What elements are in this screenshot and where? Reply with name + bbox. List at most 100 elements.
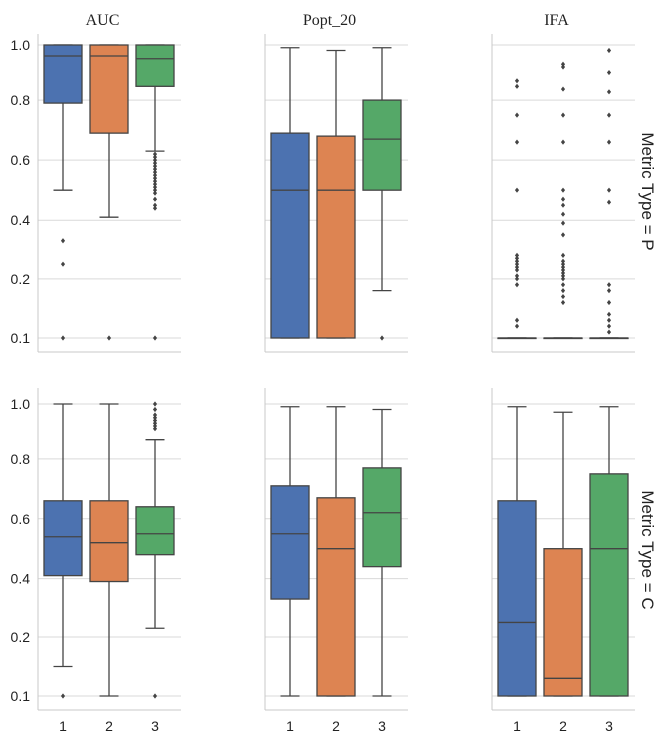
box-iqr [89,500,129,583]
outlier-point [560,264,566,270]
outlier-point [560,211,566,217]
box-iqr [362,99,402,191]
outlier-point [514,258,520,264]
box-group-1 [497,78,537,340]
outlier-point [152,157,158,163]
box-iqr [89,44,129,134]
outlier-point [514,112,520,118]
outlier-point [606,311,612,317]
box-iqr [589,473,629,697]
outlier-point [152,184,158,190]
outlier-point [152,163,158,169]
outlier-point [606,329,612,335]
outlier-point [560,112,566,118]
x-tick-label: 1 [513,718,521,734]
y-tick-label: 0.4 [11,571,31,587]
box-group-1 [497,406,537,697]
panel-1-2: 1 2 3 [491,388,635,734]
outlier-point [560,261,566,267]
box-group-3 [135,401,175,699]
outlier-point [514,276,520,282]
row-label-c: Metric Type = C [638,490,657,609]
outlier-point [106,335,112,341]
outlier-point [152,406,158,413]
y-tick-label: 1.0 [11,37,31,53]
outlier-point [606,69,612,76]
box-iqr [43,500,83,577]
outlier-point [152,202,158,208]
box-group-3 [362,408,402,697]
box-group-2 [316,406,356,697]
box-group-2 [89,44,129,341]
outlier-point [152,151,158,157]
outlier-point [152,412,158,418]
box-iqr [316,135,356,339]
outlier-point [560,61,566,67]
outlier-point [560,276,566,282]
outlier-point [152,426,158,432]
outlier-point [560,139,566,145]
box-group-3 [135,44,175,341]
outlier-point [60,693,66,699]
box-group-1 [43,403,83,699]
y-tick-label: 0.6 [11,511,31,527]
outlier-point [560,220,566,226]
outlier-point [514,187,520,193]
box-group-2 [543,411,583,697]
outlier-point [560,293,566,300]
x-tick-label: 1 [286,718,294,734]
outlier-point [152,417,158,424]
outlier-point [606,139,612,145]
outlier-point [514,323,520,329]
box-group-2 [89,403,129,697]
row-label-p: Metric Type = P [638,132,657,250]
outlier-point [152,420,158,426]
outlier-point [514,273,520,279]
outlier-point [560,282,566,288]
outlier-point [606,199,612,205]
outlier-point [606,47,612,54]
y-tick-label: 0.8 [11,92,31,108]
outlier-point [152,335,158,341]
outlier-point [560,196,566,202]
outlier-point [514,83,520,89]
box-iqr [497,500,537,697]
x-tick-label: 2 [332,718,340,734]
outlier-point [152,169,158,175]
outlier-point [514,317,520,323]
outlier-point [60,238,66,244]
box-group-3 [362,47,402,341]
outlier-point [60,335,66,341]
x-tick-label: 1 [59,718,67,734]
outlier-point [606,323,612,329]
y-tick-label: 0.8 [11,451,31,467]
box-iqr [43,44,83,104]
y-tick-label: 0.1 [11,688,31,704]
outlier-point [560,288,566,294]
y-tick-label: 0.2 [11,629,31,645]
outlier-point [152,401,158,407]
x-tick-label: 2 [559,718,567,734]
outlier-point [606,282,612,288]
outlier-point [152,181,158,187]
box-group-3 [589,47,629,340]
y-tick-label: 1.0 [11,396,31,412]
outlier-point [152,175,158,181]
outlier-point [379,335,385,341]
panel-1-0: 0.1 0.2 0.4 0.6 0.8 1.0 1 2 3 [11,388,181,734]
outlier-point [514,282,520,288]
box-iqr [543,548,583,697]
outlier-point [560,258,566,264]
outlier-point [560,299,566,306]
outlier-point [560,267,566,273]
y-tick-label: 0.2 [11,271,31,287]
y-tick-label: 0.4 [11,212,31,228]
outlier-point [560,232,566,238]
y-tick-label: 0.6 [11,152,31,168]
x-tick-label: 3 [605,718,613,734]
panel-0-2 [491,34,635,353]
outlier-point [606,187,612,193]
outlier-point [514,267,520,273]
outlier-point [152,415,158,421]
